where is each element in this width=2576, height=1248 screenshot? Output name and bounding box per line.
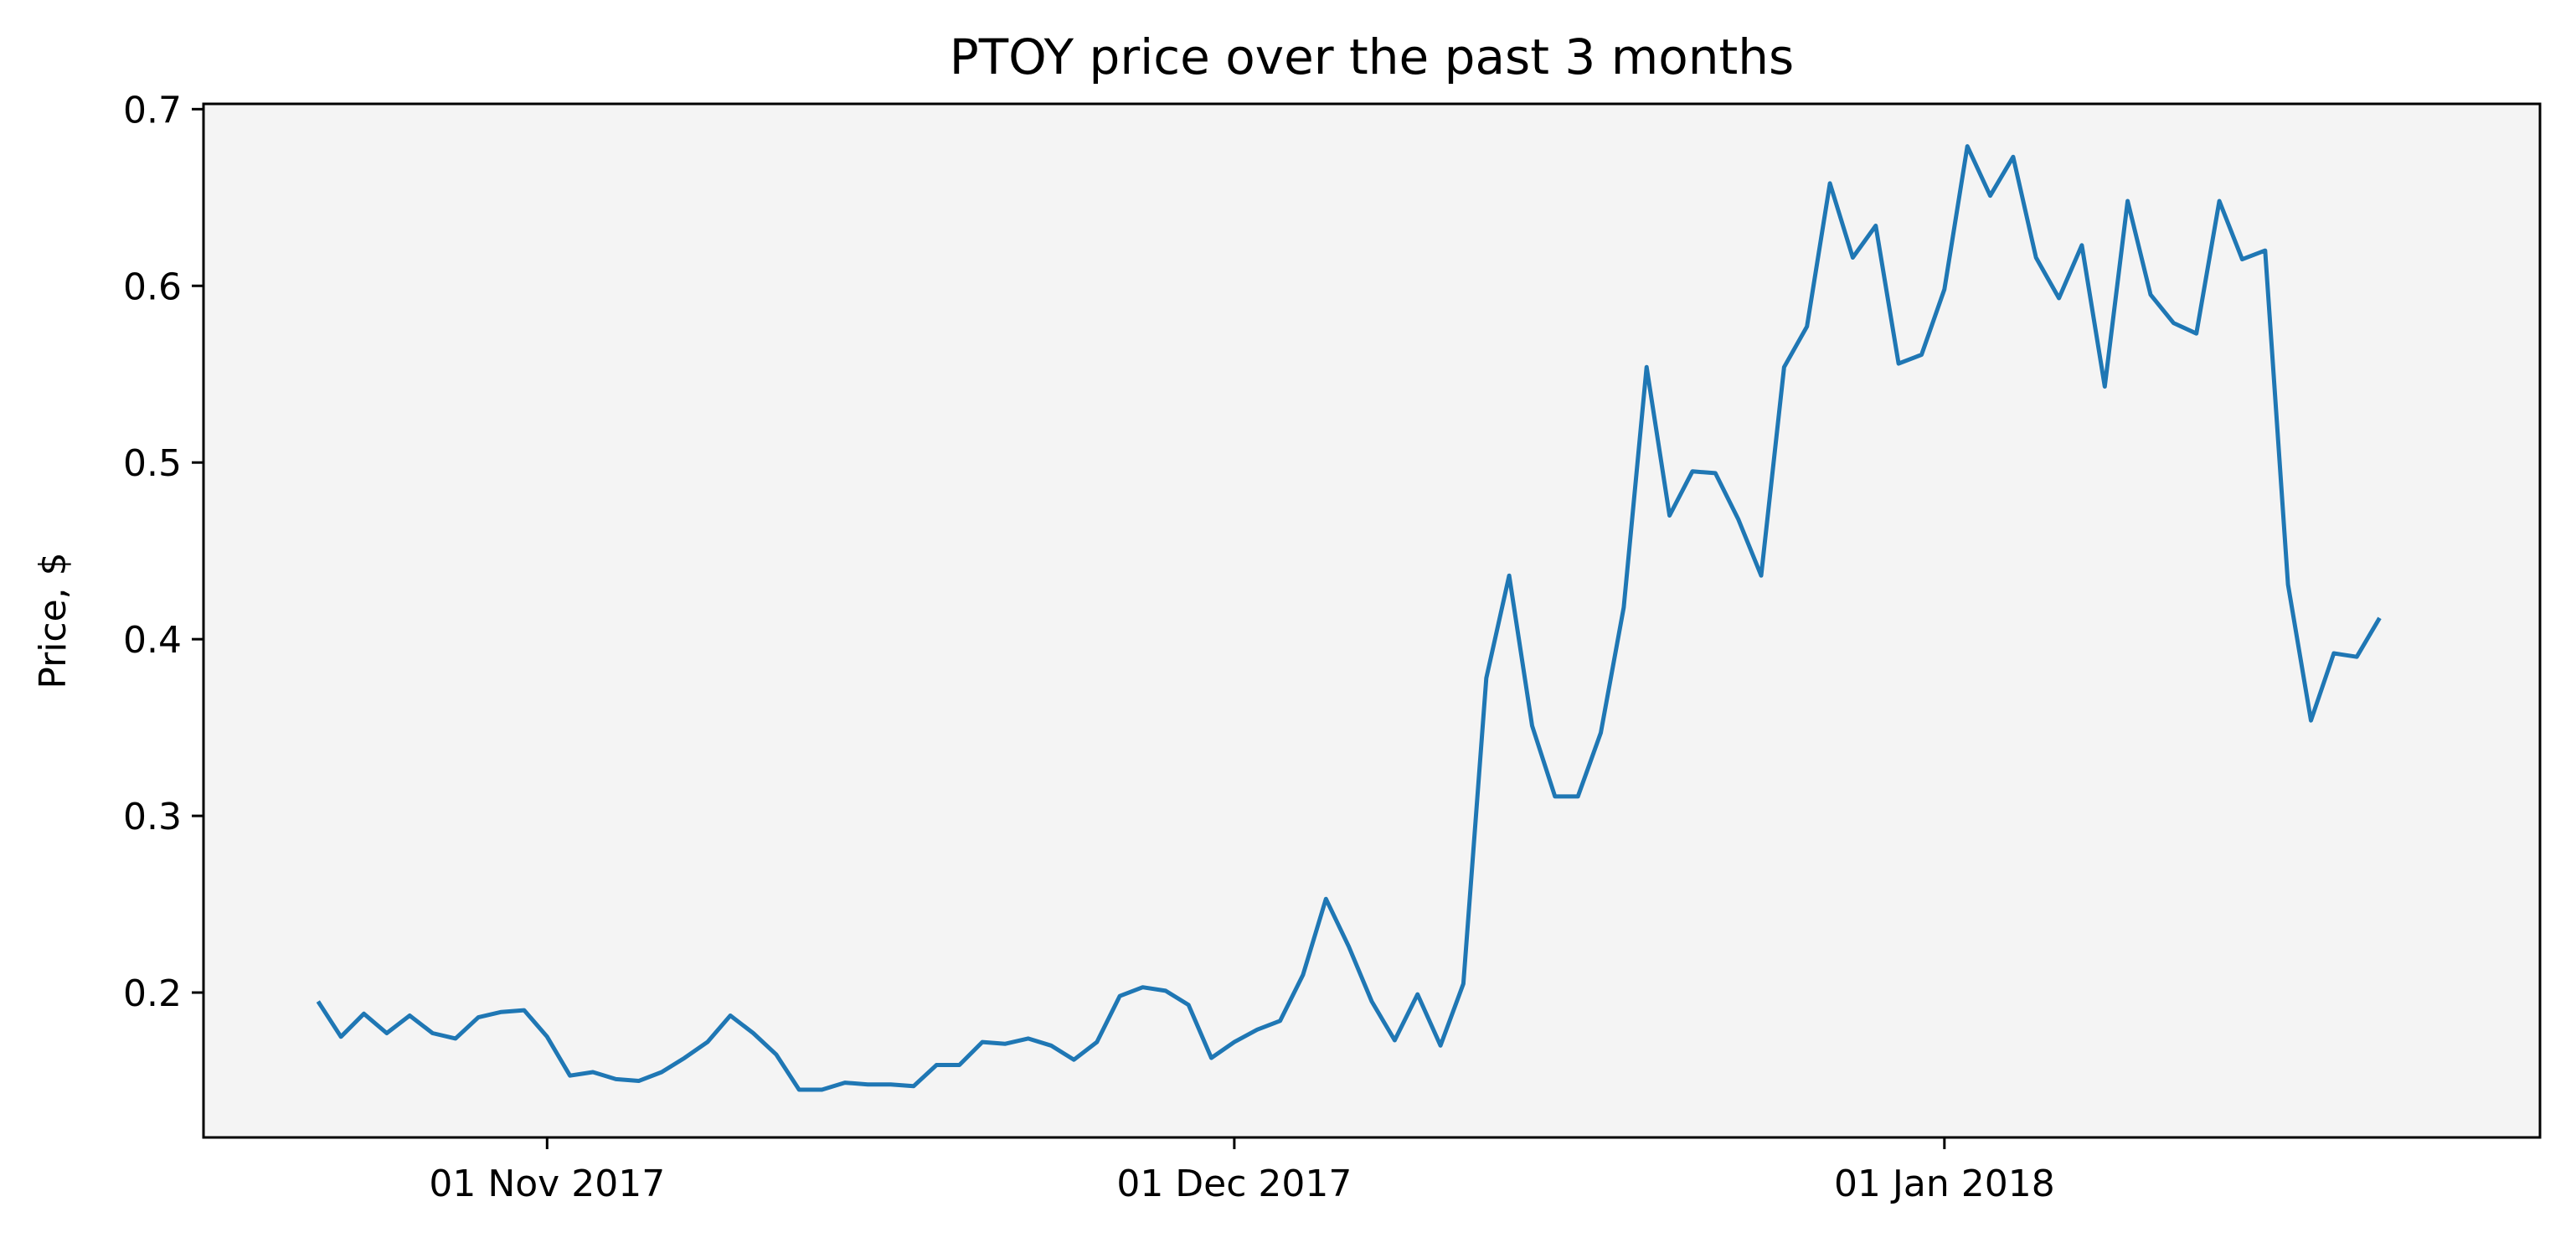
y-tick-label: 0.7 bbox=[123, 89, 182, 132]
y-axis-label: Price, $ bbox=[32, 552, 75, 688]
y-tick-label: 0.5 bbox=[123, 442, 182, 485]
plot-frame bbox=[202, 102, 2542, 1139]
x-tick-label: 01 Nov 2017 bbox=[429, 1163, 665, 1205]
y-tick-label: 0.6 bbox=[123, 266, 182, 308]
series-layer bbox=[316, 144, 2382, 1092]
y-tick-label: 0.2 bbox=[123, 972, 182, 1015]
series-line bbox=[316, 144, 2382, 1092]
chart-title: PTOY price over the past 3 months bbox=[950, 28, 1795, 85]
y-tick-label: 0.4 bbox=[123, 619, 182, 662]
y-axis: 0.2 0.3 0.4 0.5 0.6 0.7 bbox=[123, 89, 204, 1015]
x-tick-label: 01 Dec 2017 bbox=[1116, 1163, 1352, 1205]
x-axis: 01 Nov 2017 01 Dec 2017 01 Jan 2018 bbox=[429, 1137, 2055, 1205]
plot-area bbox=[204, 104, 2540, 1137]
x-tick-label: 01 Jan 2018 bbox=[1834, 1163, 2055, 1205]
y-tick-label: 0.3 bbox=[123, 796, 182, 838]
